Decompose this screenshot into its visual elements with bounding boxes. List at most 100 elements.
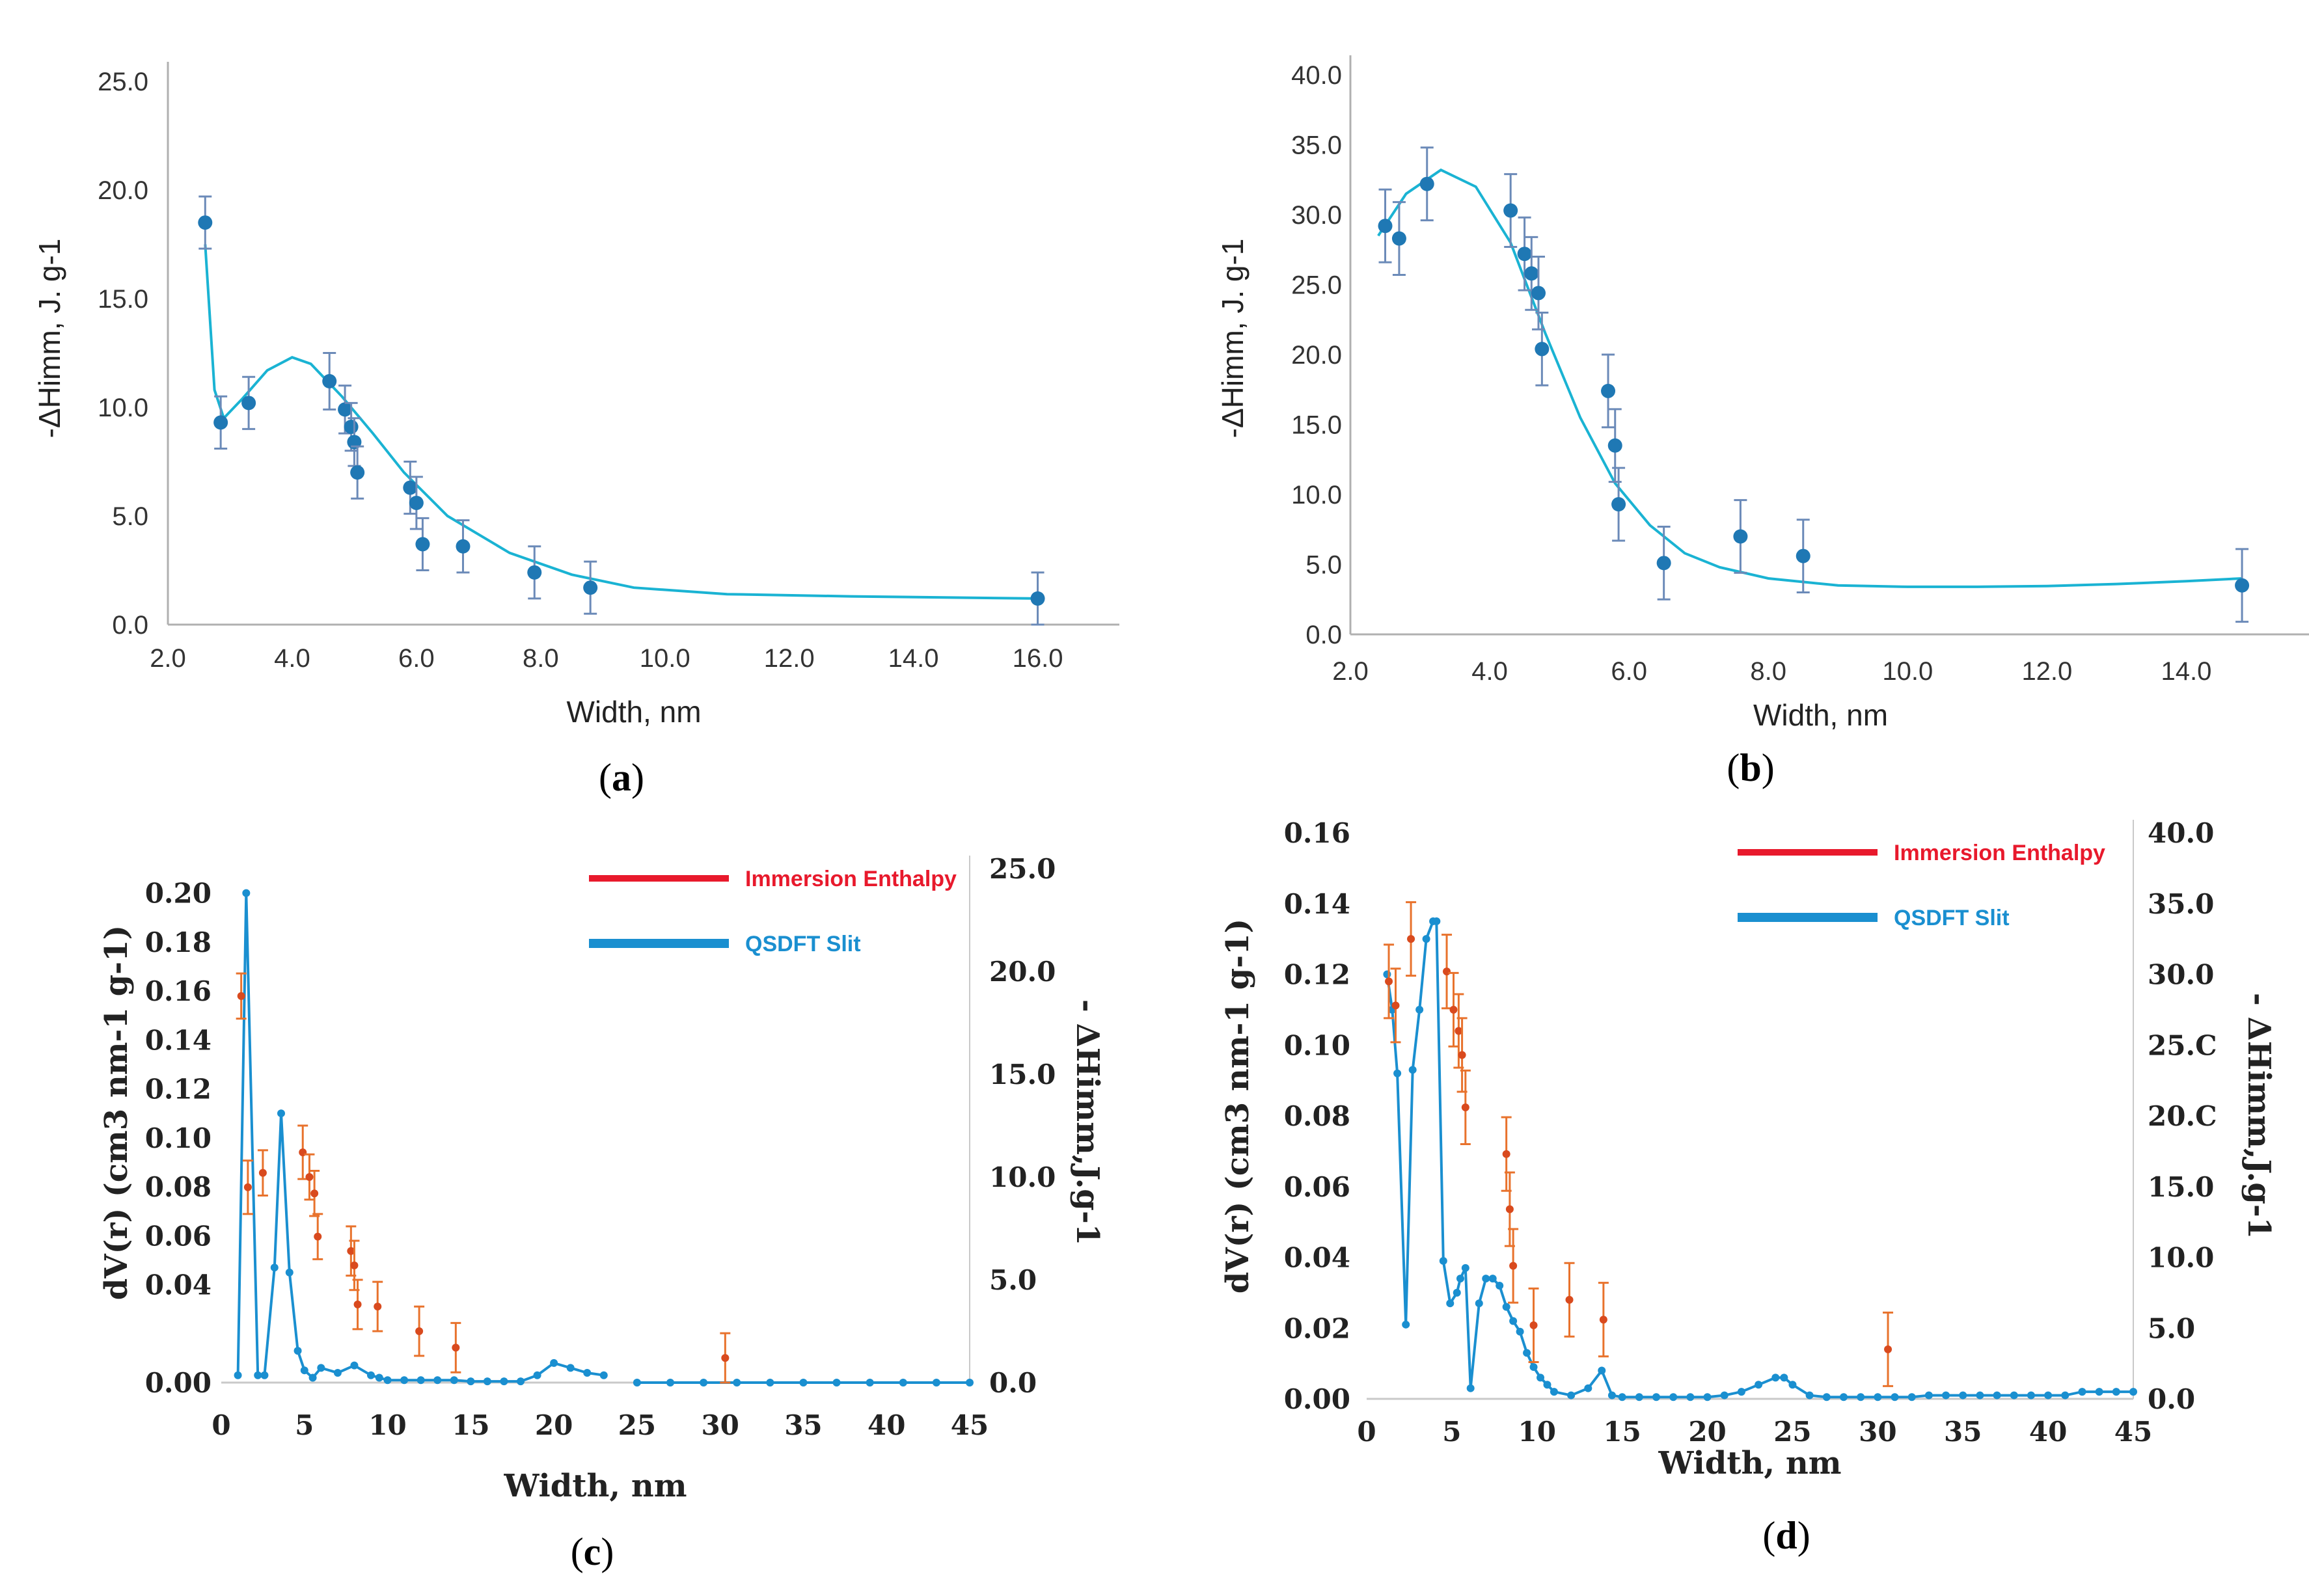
x-tick-label: 0 — [212, 1409, 230, 1441]
data-point — [1524, 266, 1539, 281]
qsdft-point — [1874, 1393, 1882, 1401]
y-tick-label: 20.0 — [98, 176, 148, 205]
qsdft-point — [1488, 1275, 1497, 1283]
data-point — [583, 580, 598, 595]
qsdft-point — [1780, 1373, 1788, 1382]
qsdft-point — [1432, 917, 1441, 925]
legend-label: Immersion Enthalpy — [745, 867, 957, 891]
enthalpy-point — [1385, 977, 1393, 986]
qsdft-point — [483, 1377, 491, 1386]
data-point — [2235, 578, 2250, 593]
qsdft-point — [1523, 1349, 1531, 1357]
x-tick-label: 12.0 — [2021, 657, 2072, 686]
data-point — [527, 565, 542, 580]
qsdft-point — [1755, 1381, 1763, 1389]
qsdft-point — [383, 1376, 392, 1385]
data-point — [1733, 529, 1748, 544]
qsdft-point — [1537, 1373, 1545, 1382]
x-tick-label: 12.0 — [764, 644, 815, 673]
qsdft-point — [1703, 1393, 1712, 1401]
qsdft-point — [433, 1376, 442, 1385]
enthalpy-point — [1884, 1345, 1892, 1353]
y-tick-label: 5.0 — [112, 502, 148, 531]
qsdft-point — [1805, 1391, 1814, 1400]
x-axis-label: Width, nm — [1658, 1445, 1841, 1481]
qsdft-point — [1907, 1393, 1916, 1401]
data-point — [1531, 286, 1546, 301]
qsdft-point — [350, 1361, 359, 1370]
qsdft-point — [2112, 1388, 2120, 1396]
data-point — [415, 537, 430, 552]
enthalpy-point — [1443, 967, 1451, 976]
y-tick-label: 0.12 — [1284, 959, 1350, 991]
x-tick-label: 40 — [868, 1409, 905, 1441]
y-tick-label: 0.16 — [1284, 817, 1350, 849]
qsdft-point — [932, 1379, 940, 1386]
y-tick-label: 0.08 — [1284, 1100, 1350, 1132]
x-tick-label: 20 — [1688, 1416, 1726, 1448]
legend-item: QSDFT Slit — [1738, 906, 2010, 930]
qsdft-point — [285, 1268, 294, 1277]
y-right-tick-label: 15.0 — [2148, 1171, 2214, 1203]
x-tick-label: 40 — [2029, 1416, 2067, 1448]
y-tick-label: 0.14 — [1284, 888, 1350, 920]
enthalpy-point — [1505, 1205, 1514, 1213]
enthalpy-point — [1529, 1321, 1538, 1329]
data-point — [1607, 438, 1622, 453]
enthalpy-point — [374, 1303, 382, 1311]
qsdft-point — [294, 1347, 302, 1355]
legend-label: QSDFT Slit — [1894, 906, 2010, 930]
enthalpy-point — [721, 1354, 730, 1362]
qsdft-point — [1618, 1393, 1626, 1401]
x-tick-label: 30 — [1859, 1416, 1896, 1448]
data-point — [1601, 383, 1616, 398]
qsdft-point — [1891, 1393, 1899, 1401]
enthalpy-point — [1407, 935, 1415, 943]
qsdft-point — [300, 1366, 308, 1375]
qsdft-point — [234, 1371, 242, 1379]
data-point — [322, 373, 337, 388]
y-right-axis-label: - ΔHimm,J.g-1 — [1069, 999, 1106, 1245]
y-tick-label: 0.18 — [145, 926, 212, 958]
qsdft-point — [2061, 1391, 2070, 1400]
y-tick-label: 0.0 — [1305, 621, 1342, 649]
x-tick-label: 35 — [1944, 1416, 1982, 1448]
qsdft-point — [1959, 1391, 1967, 1400]
caption-a: (a) — [599, 756, 644, 799]
legend-label: QSDFT Slit — [745, 932, 861, 956]
y-tick-label: 0.0 — [112, 611, 148, 640]
enthalpy-point — [1599, 1316, 1607, 1324]
qsdft-point — [277, 1109, 285, 1118]
qsdft-point — [533, 1371, 541, 1379]
qsdft-point — [1502, 1303, 1510, 1311]
qsdft-point — [254, 1371, 262, 1379]
data-point — [456, 539, 471, 554]
data-point — [403, 480, 418, 495]
y-tick-label: 0.16 — [145, 975, 212, 1007]
y-axis-label: dV(r) (cm3 nm-1 g-1) — [98, 925, 135, 1300]
y-tick-label: 40.0 — [1291, 61, 1342, 90]
qsdft-point — [1456, 1275, 1464, 1283]
qsdft-point — [633, 1379, 641, 1386]
caption-c: (c) — [571, 1530, 614, 1573]
y-tick-label: 0.06 — [145, 1220, 212, 1252]
qsdft-point — [1482, 1275, 1490, 1283]
x-tick-label: 20 — [535, 1409, 573, 1441]
enthalpy-point — [243, 1183, 252, 1191]
x-axis-label: Width, nm — [1753, 698, 1888, 732]
y-tick-label: 0.20 — [145, 878, 212, 910]
qsdft-point — [1509, 1317, 1518, 1325]
y-right-tick-label: 40.0 — [2148, 817, 2214, 849]
enthalpy-point — [1509, 1262, 1518, 1270]
data-point — [1796, 548, 1810, 563]
fit-curve — [1377, 168, 2243, 588]
x-tick-label: 8.0 — [523, 644, 559, 673]
panel-a: 2.0 4.0 6.0 8.0 10.0 12.0 14.0 16.0 0.0 5.0 10.0 15… — [33, 62, 1119, 729]
x-tick-label: 10.0 — [640, 644, 690, 673]
x-tick-label: 0 — [1357, 1416, 1376, 1448]
x-tick-label: 10.0 — [1882, 657, 1933, 686]
y-tick-label: 15.0 — [1291, 411, 1342, 440]
caption-b: (b) — [1727, 746, 1774, 789]
enthalpy-point — [350, 1261, 359, 1269]
